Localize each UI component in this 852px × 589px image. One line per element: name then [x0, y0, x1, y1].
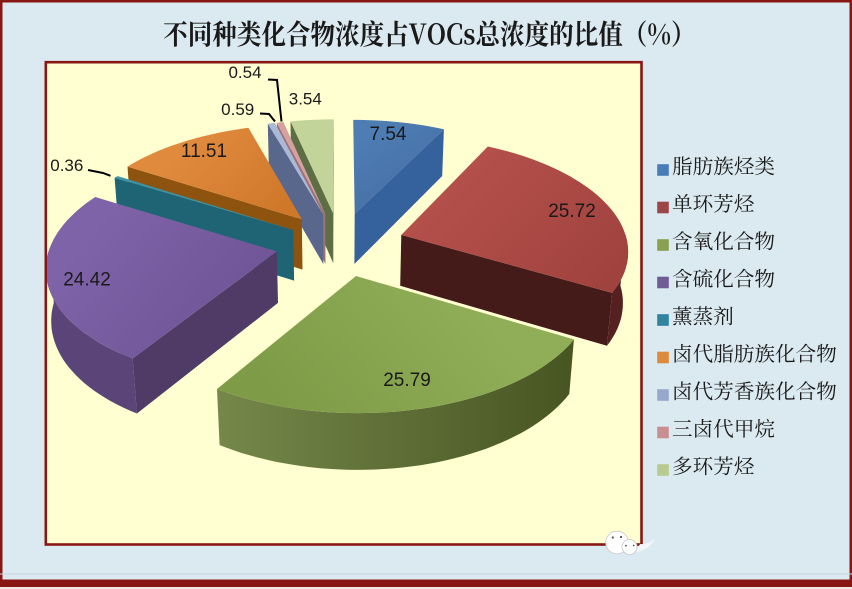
svg-text:0.36: 0.36 — [50, 156, 83, 175]
svg-text:25.79: 25.79 — [383, 370, 431, 391]
svg-text:11.51: 11.51 — [181, 141, 227, 162]
svg-text:25.72: 25.72 — [548, 201, 596, 222]
svg-text:0.59: 0.59 — [221, 100, 254, 119]
svg-text:0.54: 0.54 — [228, 63, 261, 82]
svg-text:3.54: 3.54 — [289, 90, 322, 109]
svg-text:7.54: 7.54 — [370, 124, 407, 145]
svg-text:24.42: 24.42 — [63, 270, 111, 291]
